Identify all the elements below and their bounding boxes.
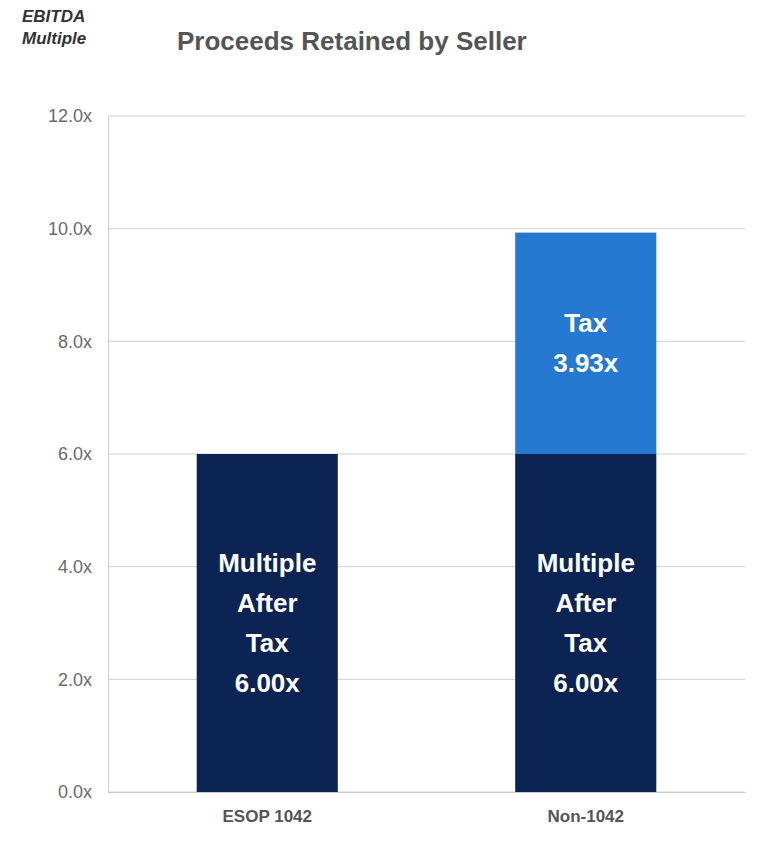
bar <box>197 454 338 792</box>
y-tick-label: 0.0x <box>58 782 92 802</box>
x-tick-label: Non-1042 <box>547 807 624 826</box>
y-tick-label: 2.0x <box>58 670 92 690</box>
chart: 0.0x 2.0x 4.0x 6.0x 8.0x 10.0x 12.0x ESOP 1042 N… <box>0 0 768 852</box>
y-axis-title: EBITDAMultiple <box>22 7 86 48</box>
grid-line <box>108 228 745 229</box>
y-tick: 6.0x <box>58 444 108 464</box>
data-label: 6.00x <box>553 668 619 698</box>
y-tick-label: 4.0x <box>58 557 92 577</box>
title: Proceeds Retained by Seller <box>177 26 527 56</box>
grid <box>108 116 745 792</box>
x-tick-label: ESOP 1042 <box>223 807 312 826</box>
y-tick-label: 8.0x <box>58 332 92 352</box>
y-tick: 4.0x <box>58 557 108 577</box>
bars <box>197 233 657 792</box>
bar <box>515 233 656 454</box>
data-label: 3.93x <box>553 348 619 378</box>
y-axis-line <box>108 117 109 793</box>
x-tick: ESOP 1042 <box>223 792 312 826</box>
y-tick: 10.0x <box>48 219 108 239</box>
bar <box>515 454 656 792</box>
series-label: Tax <box>564 308 607 338</box>
y-tick-label: 12.0x <box>48 106 92 126</box>
y-axis: 0.0x 2.0x 4.0x 6.0x 8.0x 10.0x 12.0x <box>48 106 109 802</box>
series-label: MultipleAfterTax <box>218 548 316 658</box>
y-tick-label: 6.0x <box>58 444 92 464</box>
y-tick: 8.0x <box>58 332 108 352</box>
y-tick: 2.0x <box>58 670 108 690</box>
data-labels: MultipleAfterTax 6.00x MultipleAfterTax 6.0… <box>218 308 635 698</box>
x-axis-line <box>109 792 746 793</box>
x-axis: ESOP 1042 Non-1042 <box>109 792 746 826</box>
grid-line <box>108 116 745 117</box>
y-tick-label: 10.0x <box>48 219 92 239</box>
x-tick: Non-1042 <box>547 792 624 826</box>
y-tick: 12.0x <box>48 106 108 126</box>
y-tick: 0.0x <box>58 782 108 802</box>
series-label: MultipleAfterTax <box>537 548 635 658</box>
data-label: 6.00x <box>235 668 301 698</box>
